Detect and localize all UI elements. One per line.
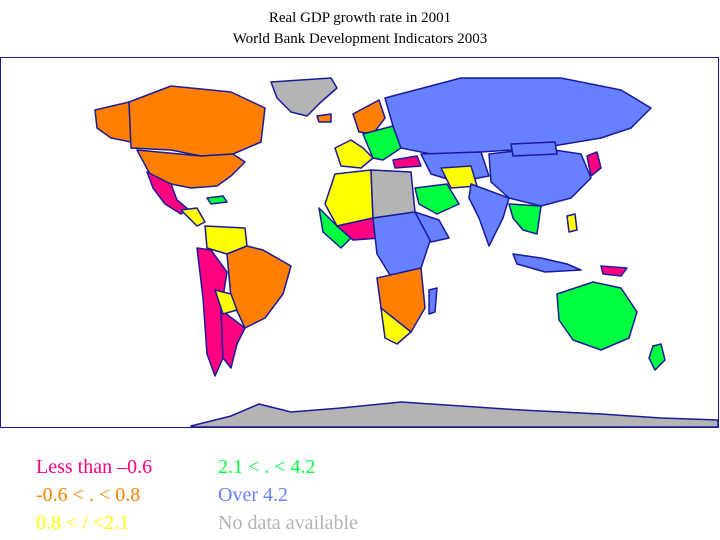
region-india xyxy=(468,183,510,247)
region-antarctica xyxy=(190,401,718,427)
region-scandinavia xyxy=(352,99,386,135)
region-alaska xyxy=(94,101,132,143)
legend-minus-0-6-to-0-8: -0.6 < . < 0.8 xyxy=(36,484,141,506)
region-southeast-asia xyxy=(508,203,542,235)
region-libya-egypt xyxy=(370,169,416,219)
region-mongolia xyxy=(510,141,558,157)
region-argentina xyxy=(220,309,246,369)
map-title-line-2: World Bank Development Indicators 2003 xyxy=(232,31,488,47)
region-madagascar xyxy=(428,287,438,315)
world-map xyxy=(0,57,719,428)
legend-2-1-to-4-2: 2.1 < . < 4.2 xyxy=(218,456,316,478)
region-philippines xyxy=(566,213,578,233)
map-title-line-1: Real GDP growth rate in 2001 xyxy=(268,10,452,26)
region-saudi-arabia xyxy=(414,183,460,215)
region-central-america xyxy=(180,207,206,227)
region-australia xyxy=(556,281,638,351)
region-bolivia xyxy=(214,289,238,315)
region-russia xyxy=(384,77,652,155)
legend-0-8-to-2-1: 0.8 < / <2.1 xyxy=(36,512,130,534)
legend-over-4-2: Over 4.2 xyxy=(218,484,288,506)
region-west-africa xyxy=(318,207,354,249)
region-japan xyxy=(586,151,602,177)
region-eastern-europe xyxy=(362,125,402,161)
region-new-guinea xyxy=(600,265,628,277)
region-south-africa xyxy=(380,307,412,345)
region-new-zealand xyxy=(648,343,666,371)
legend-no-data: No data available xyxy=(218,512,358,534)
region-north-africa xyxy=(324,169,374,227)
legend-less-than-minus-0-6: Less than –0.6 xyxy=(36,456,153,478)
region-greenland xyxy=(270,77,338,117)
region-horn-africa xyxy=(414,211,450,243)
region-brazil xyxy=(226,245,292,329)
region-caribbean xyxy=(206,195,228,205)
region-canada xyxy=(128,85,266,157)
region-iceland xyxy=(316,113,332,123)
region-turkey xyxy=(392,155,422,169)
world-map-svg xyxy=(94,77,718,427)
region-indonesia xyxy=(512,253,582,273)
